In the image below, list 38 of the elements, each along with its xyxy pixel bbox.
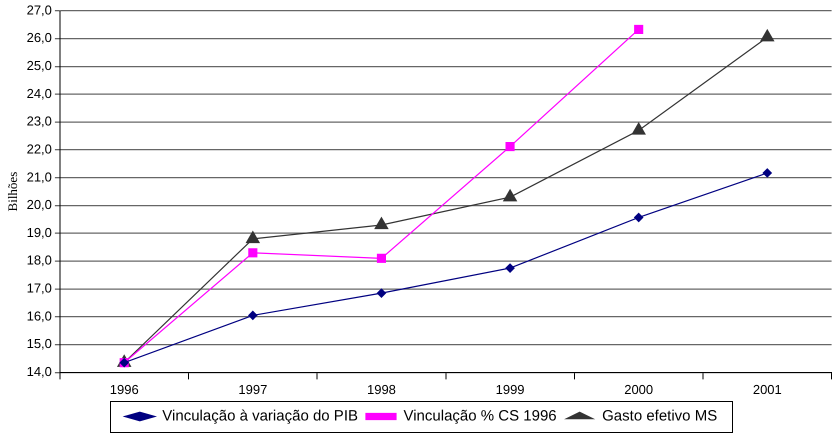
point (248, 248, 258, 258)
point (374, 217, 388, 230)
y-tick-label: 22,0 (26, 141, 52, 156)
y-tick-label: 16,0 (26, 308, 52, 324)
point (503, 189, 517, 202)
y-tick-label: 14,0 (26, 364, 52, 379)
point (376, 254, 386, 263)
y-tick-label: 26,0 (26, 30, 52, 46)
legend-label: Vinculação à variação do PIB (162, 408, 358, 425)
y-tick-label: 19,0 (26, 224, 52, 240)
x-tick-label: 1998 (366, 382, 396, 397)
y-tick-label: 17,0 (26, 280, 52, 296)
x-tick-label: 1999 (496, 382, 525, 397)
point (506, 142, 515, 152)
y-tick-label: 24,0 (26, 86, 52, 101)
point (634, 212, 644, 222)
y-tick-label: 23,0 (26, 114, 52, 129)
y-tick-label: 15,0 (26, 336, 52, 352)
legend-label: Vinculação % CS 1996 (403, 408, 557, 425)
legend-label: Gasto efetivo MS (602, 408, 718, 425)
point (246, 231, 260, 244)
point (634, 24, 644, 34)
point (505, 263, 515, 273)
y-tick-label: 21,0 (26, 169, 52, 184)
point (760, 29, 774, 42)
x-tick-label: 2001 (752, 382, 782, 397)
y-axis-title: Bilhões (5, 172, 20, 212)
y-tick-label: 25,0 (26, 58, 52, 74)
y-tick-label: 27,0 (26, 2, 52, 18)
x-tick-label: 1996 (110, 382, 139, 397)
point (762, 168, 772, 178)
point (248, 310, 258, 320)
point (632, 122, 646, 135)
x-tick-label: 1997 (238, 382, 268, 397)
y-tick-label: 20,0 (26, 197, 52, 212)
x-tick-label: 2000 (624, 382, 654, 397)
y-tick-label: 18,0 (26, 252, 52, 268)
point (376, 288, 386, 298)
